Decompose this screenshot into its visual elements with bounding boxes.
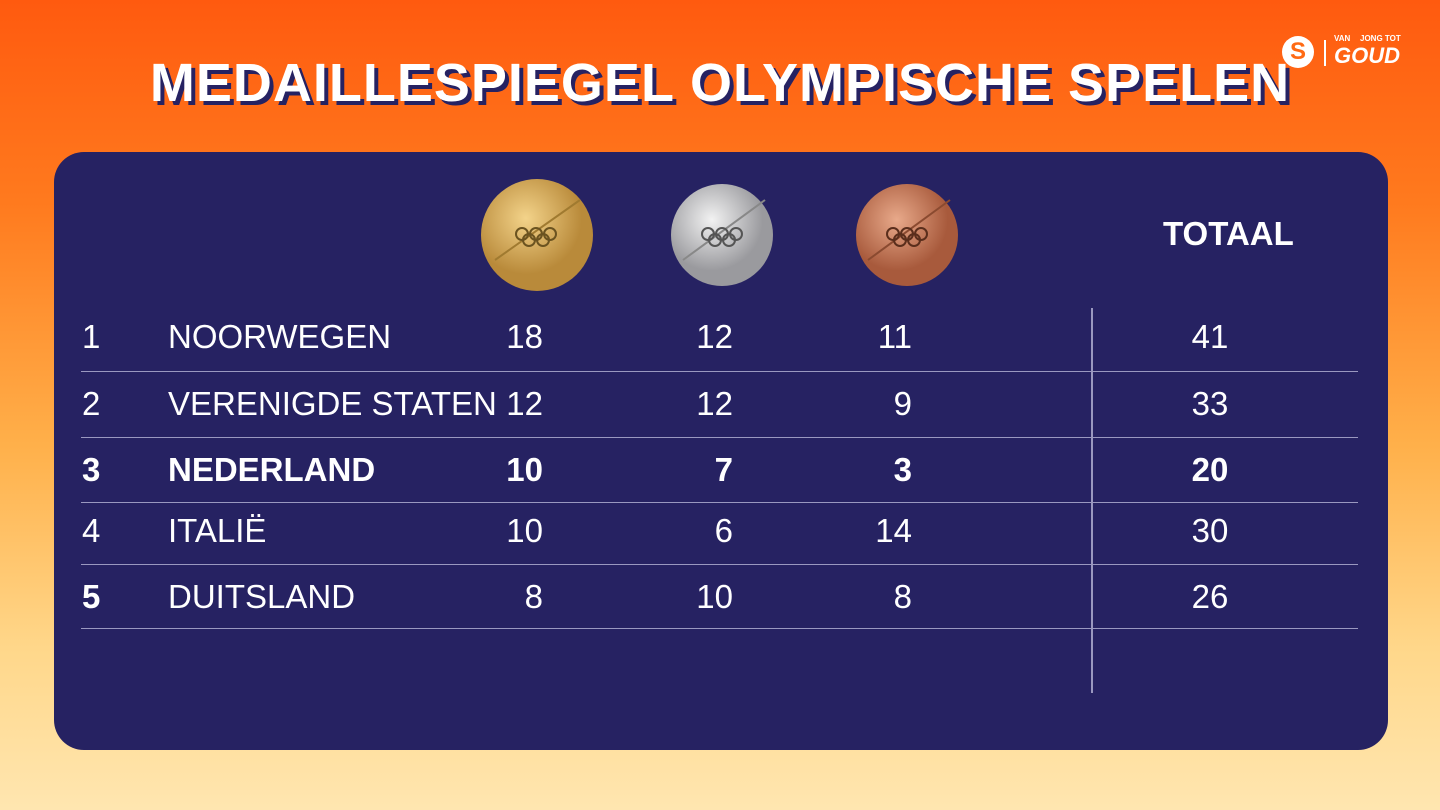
bronze: 11 [877,318,912,355]
row-divider [81,502,1358,503]
country: NOORWEGEN [168,318,392,355]
logo-bottom: GOUD [1334,43,1400,68]
bronze: 14 [875,512,912,549]
gold: 10 [506,451,543,488]
gold: 8 [524,578,543,615]
bronze-medal [856,184,958,286]
row-divider [81,564,1358,565]
logo-letter: S [1282,36,1314,68]
bronze: 3 [893,451,912,488]
rank: 3 [82,451,101,488]
column-divider [1091,308,1093,693]
total: 33 [1191,385,1229,422]
country: ITALIË [168,512,267,549]
bronze: 9 [893,385,912,422]
bronze: 8 [893,578,912,615]
rank: 5 [82,578,101,615]
gold: 18 [506,318,543,355]
silver: 10 [696,578,733,615]
silver: 12 [696,318,733,355]
gold-medal [481,179,593,291]
silver-medal [671,184,773,286]
country: DUITSLAND [168,578,356,615]
logo-divider [1324,40,1326,66]
rank: 2 [82,385,101,422]
silver: 7 [714,451,733,488]
row-divider [81,371,1358,372]
rank: 1 [82,318,101,355]
title: MEDAILLESPIEGEL OLYMPISCHE SPELEN [149,53,1291,113]
logo-middle: JONG TOT [1360,34,1401,43]
country: NEDERLAND [168,451,376,488]
row-divider [81,437,1358,438]
total: 30 [1191,512,1229,549]
total: 41 [1191,318,1229,355]
silver: 12 [696,385,733,422]
total: 26 [1191,578,1229,615]
total-header: TOTAAL [1163,215,1294,252]
country: VERENIGDE STATEN [168,385,497,422]
gold: 10 [506,512,543,549]
logo-top: VAN [1334,34,1351,43]
total: 20 [1191,451,1229,488]
gold: 12 [506,385,543,422]
silver: 6 [714,512,733,549]
logo: S VAN JONG TOT GOUD [1282,34,1407,74]
rank: 4 [82,512,101,549]
row-divider [81,628,1358,629]
